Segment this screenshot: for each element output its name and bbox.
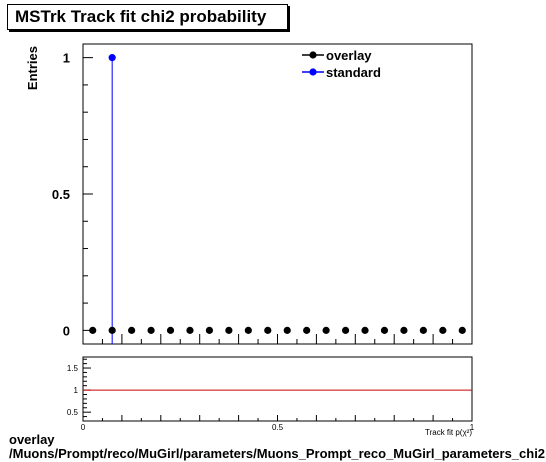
overlay-point bbox=[303, 326, 311, 334]
overlay-point bbox=[205, 326, 214, 334]
overlay-point bbox=[322, 326, 330, 334]
overlay-point bbox=[439, 326, 447, 334]
ratio-x-axis-label: Track fit p(χ²) bbox=[425, 428, 472, 437]
overlay-point bbox=[458, 326, 466, 334]
overlay-point bbox=[400, 326, 408, 334]
standard-point bbox=[108, 54, 116, 62]
ratio-plot-frame bbox=[82, 356, 473, 422]
legend-label-standard: standard bbox=[326, 65, 381, 80]
overlay-point bbox=[244, 326, 252, 334]
main-plot-border bbox=[82, 43, 473, 345]
ratio-plot-border bbox=[82, 356, 473, 422]
overlay-point bbox=[89, 326, 97, 334]
legend-label-overlay: overlay bbox=[326, 48, 372, 63]
y-tick-label: 0.5 bbox=[52, 187, 70, 202]
y-tick-label: 1 bbox=[63, 51, 70, 66]
ratio-x-axis: 0 0.5 1 bbox=[81, 415, 475, 432]
main-y-axis: 00.51 bbox=[52, 51, 93, 338]
footer-line-2: /Muons/Prompt/reco/MuGirl/parameters/Muo… bbox=[9, 446, 546, 461]
overlay-point bbox=[283, 326, 291, 334]
ratio-y-tick-label: 0.5 bbox=[67, 408, 79, 417]
legend-marker-standard bbox=[309, 68, 317, 76]
overlay-point bbox=[264, 326, 272, 334]
legend-marker-overlay bbox=[309, 51, 317, 59]
y-tick-label: 0 bbox=[63, 323, 70, 338]
y-axis-label: Entries bbox=[25, 46, 40, 90]
footer-line-1: overlay bbox=[9, 432, 55, 447]
overlay-point bbox=[147, 326, 155, 334]
overlay-point bbox=[166, 326, 175, 334]
chart-title-box: MSTrk Track fit chi2 probability bbox=[7, 4, 288, 30]
overlay-point bbox=[186, 326, 194, 334]
chart-title: MSTrk Track fit chi2 probability bbox=[15, 7, 267, 26]
overlay-point bbox=[361, 326, 369, 334]
ratio-x-tick-label: 1 bbox=[470, 423, 475, 432]
ratio-x-tick-label: 0.5 bbox=[272, 423, 284, 432]
ratio-y-axis: 0.5 1 1.5 bbox=[67, 358, 91, 417]
main-plot-frame bbox=[82, 43, 473, 345]
legend: overlay standard bbox=[302, 48, 381, 80]
main-x-axis bbox=[82, 334, 473, 344]
main-plot-marks bbox=[89, 54, 466, 344]
overlay-point bbox=[380, 326, 389, 334]
ratio-y-tick-label: 1 bbox=[74, 386, 79, 395]
ratio-y-tick-label: 1.5 bbox=[67, 364, 79, 373]
overlay-point bbox=[108, 326, 116, 334]
overlay-point bbox=[419, 326, 427, 334]
ratio-x-tick-label: 0 bbox=[81, 423, 86, 432]
overlay-point bbox=[341, 326, 350, 334]
overlay-point bbox=[225, 326, 233, 334]
overlay-point bbox=[128, 326, 136, 334]
